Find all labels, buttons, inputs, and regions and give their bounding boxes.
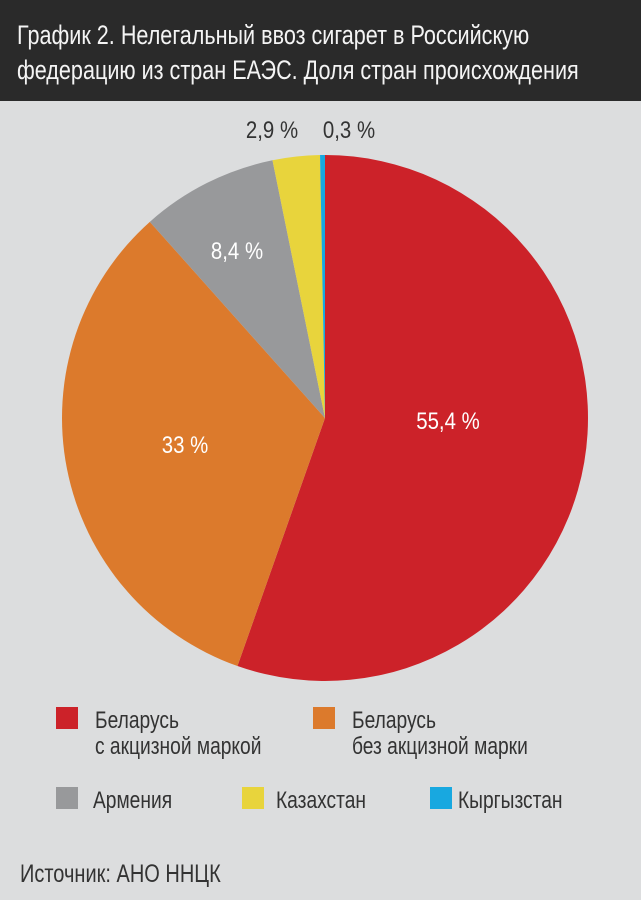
legend-label-belarus-excise: Беларусь с акцизной маркой: [95, 707, 262, 760]
slice-kazakhstan: [272, 155, 325, 418]
source-note: Источник: АНО ННЦК: [20, 860, 221, 888]
legend-label-belarus-no-excise: Беларусь без акцизной марки: [352, 707, 528, 760]
legend-swatch-kazakhstan: [242, 787, 264, 809]
legend-label-kyrgyzstan: Кыргызстан: [458, 787, 563, 814]
label-kazakhstan: 2,9 %: [245, 117, 299, 144]
slice-belarus-excise: [237, 155, 588, 681]
legend-swatch-kyrgyzstan: [430, 787, 452, 809]
chart-title-line-1: График 2. Нелегальный ввоз сигарет в Рос…: [17, 20, 530, 50]
label-belarus-no-excise: 33 %: [161, 432, 209, 459]
legend-swatch-belarus-no-excise: [313, 707, 335, 729]
chart-title-line-2: федерацию из стран ЕАЭС. Доля стран прои…: [17, 55, 579, 85]
slice-armenia: [149, 160, 325, 418]
slice-belarus-no-excise: [61, 221, 325, 667]
slice-kyrgyzstan: [320, 155, 325, 418]
chart-header: График 2. Нелегальный ввоз сигарет в Рос…: [0, 0, 641, 101]
label-armenia: 8,4 %: [210, 238, 264, 265]
legend-label-armenia: Армения: [93, 787, 173, 814]
legend-swatch-armenia: [56, 787, 78, 809]
label-kyrgyzstan: 0,3 %: [322, 117, 376, 144]
legend-swatch-belarus-excise: [56, 707, 78, 729]
label-belarus-excise: 55,4 %: [416, 408, 480, 435]
legend-label-kazakhstan: Казахстан: [276, 787, 366, 814]
